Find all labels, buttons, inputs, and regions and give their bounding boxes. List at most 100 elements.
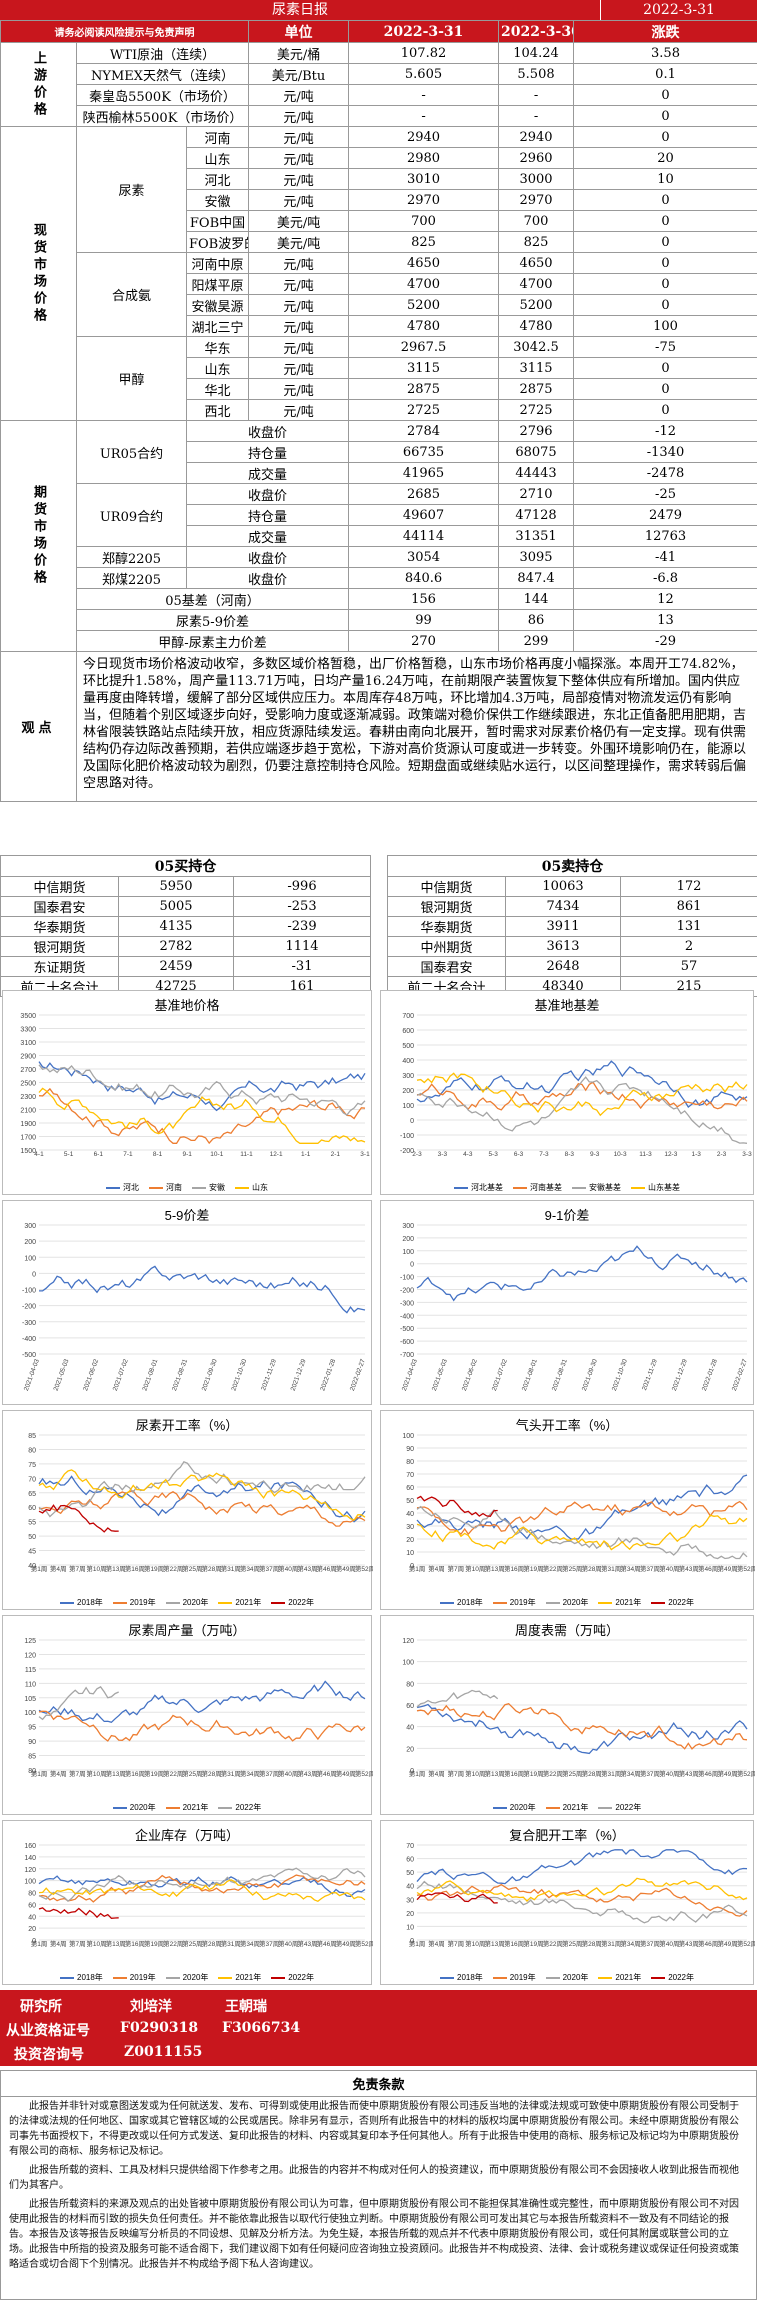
change-cell: 0: [573, 126, 757, 148]
legend-item: 2019年: [492, 1597, 536, 1608]
chart-svg: 300 200 100 0 -100 -200 -300 -400 -5002021-04-03…: [22, 1223, 367, 1392]
legend-label: 2021年: [615, 1598, 642, 1607]
x-tick-label: 第22周: [163, 1769, 183, 1778]
y-tick-label: 100: [402, 1433, 414, 1440]
table-row: 山东 元/吨 3115 3115 0: [1, 357, 757, 379]
position-volume: 2648: [505, 956, 621, 977]
position-broker: 银河期货: [0, 936, 119, 957]
x-tick-label: 第52周: [737, 1564, 755, 1573]
report-date: 2022-3-31: [600, 0, 757, 20]
legend-swatch: [492, 1806, 507, 1809]
x-tick-label: 7-3: [539, 1151, 549, 1158]
position-row: 国泰君安 2648 57: [387, 956, 757, 977]
legend-swatch: [651, 1976, 666, 1979]
legend-swatch: [440, 1601, 454, 1604]
x-tick-label: 第34周: [620, 1939, 640, 1948]
item-name: FOB波罗的海: [185, 231, 250, 253]
value-cell-d1: 66735: [348, 441, 500, 463]
x-tick-label: 第40周: [659, 1769, 679, 1778]
y-tick-label: 60: [406, 1485, 414, 1492]
legend-label: 2018年: [77, 1973, 103, 1982]
value-cell-d1: 41965: [348, 462, 500, 484]
value-cell-d1: 2980: [348, 147, 500, 169]
change-cell: 0: [573, 84, 757, 106]
item-name: 华东: [185, 336, 250, 358]
y-tick-label: 300: [24, 1223, 36, 1230]
item-name: 成交量: [185, 525, 350, 547]
value-cell-d2: 2725: [498, 399, 575, 421]
y-tick-label: 20: [406, 1911, 414, 1918]
y-tick-label: 90: [28, 1739, 36, 1746]
x-tick-label: 4-1: [34, 1151, 44, 1158]
value-cell-d2: 299: [498, 630, 575, 652]
y-tick-label: 120: [24, 1652, 36, 1659]
position-row: 中信期货 5950 -996: [0, 876, 371, 897]
x-tick-label: 第13周: [485, 1564, 505, 1573]
x-tick-label: 第43周: [679, 1939, 699, 1948]
x-tick-label: 5-1: [64, 1151, 74, 1158]
legend-item: 2021年: [545, 1802, 588, 1813]
y-tick-label: 60: [28, 1505, 36, 1512]
position-volume: 2782: [118, 936, 234, 957]
position-volume: 5005: [118, 896, 234, 917]
table-row: 阳煤平原 元/吨 4700 4700 0: [1, 273, 757, 295]
legend-swatch: [492, 1601, 507, 1604]
chart-legend: 河北基差 河南基差 安徽基差 山东基差: [381, 1182, 753, 1193]
legend-label: 河南: [166, 1183, 182, 1192]
section-label: 现货市场价格: [0, 126, 77, 421]
value-cell-d1: 825: [348, 231, 500, 253]
y-tick-label: 80: [28, 1447, 36, 1454]
y-tick-label: 0: [410, 1262, 414, 1269]
item-name: 收盘价: [185, 420, 350, 442]
item-name: 秦皇岛5500K（市场价）: [75, 84, 250, 106]
x-tick-label: 第10周: [86, 1564, 106, 1573]
legend-item: 2020年: [165, 1972, 208, 1983]
x-tick-label: 第46周: [698, 1564, 718, 1573]
y-tick-label: 80: [406, 1459, 414, 1466]
x-tick-label: 第49周: [717, 1564, 737, 1573]
value-cell-d1: 5200: [348, 294, 500, 316]
y-tick-label: 60: [406, 1857, 414, 1864]
change-cell: 100: [573, 315, 757, 337]
y-tick-label: 105: [24, 1696, 36, 1703]
table-row: 甲醇-尿素主力价差 270 299 -29: [1, 630, 757, 652]
legend-item: 2020年: [165, 1597, 209, 1608]
x-tick-label: 第31周: [221, 1564, 241, 1573]
chart-panel: 气头开工率（%） 100 90 80 70 60 50 40 30 20 10 0 第1周 第4周 第7周第…: [380, 1410, 755, 1610]
series-line: [416, 1060, 748, 1108]
x-tick-label: 第37周: [259, 1939, 279, 1948]
y-tick-label: 60: [28, 1902, 36, 1909]
x-tick-label: 2021-08-01: [141, 1358, 159, 1392]
item-name: 阳煤平原: [185, 273, 250, 295]
y-tick-label: -400: [400, 1313, 414, 1320]
x-tick-label: 第22周: [163, 1564, 183, 1573]
unit-cell: 美元/吨: [248, 210, 350, 232]
table-row: 期货市场价格 UR05合约 收盘价 2784 2796 -12: [0, 420, 757, 652]
y-tick-label: 200: [402, 1236, 414, 1243]
legend-label: 山东: [252, 1183, 268, 1192]
value-cell-d1: 2685: [348, 483, 500, 505]
series-line: [416, 1849, 748, 1885]
position-broker: 华泰期货: [0, 916, 119, 937]
x-tick-label: 第25周: [562, 1769, 582, 1778]
value-cell-d1: 4780: [348, 315, 500, 337]
position-change: 1114: [233, 936, 371, 957]
y-tick-label: 100: [402, 1249, 414, 1256]
x-tick-label: 第13周: [106, 1939, 126, 1948]
x-tick-label: 9-3: [590, 1151, 600, 1158]
value-cell-d1: 107.82: [348, 42, 500, 64]
unit-cell: 元/吨: [248, 336, 350, 358]
chart-title: 气头开工率（%）: [515, 1418, 619, 1433]
legend-label: 2020年: [129, 1803, 156, 1812]
col-unit: 单位: [248, 20, 350, 43]
x-tick-label: 第49周: [717, 1939, 737, 1948]
x-tick-label: 第16周: [125, 1939, 145, 1948]
legend-item: 2018年: [440, 1972, 483, 1983]
legend-item: 2018年: [60, 1972, 103, 1983]
y-tick-label: 120: [402, 1638, 414, 1645]
chart-panel: 9-1价差 300 200 100 0 -100 -200 -300 -400 -500 -600 -…: [380, 1200, 754, 1405]
position-volume: 5950: [118, 876, 234, 897]
legend-item: 2021年: [218, 1597, 261, 1608]
legend-item: 安徽基差: [572, 1182, 621, 1193]
legend-label: 2020年: [182, 1598, 209, 1607]
